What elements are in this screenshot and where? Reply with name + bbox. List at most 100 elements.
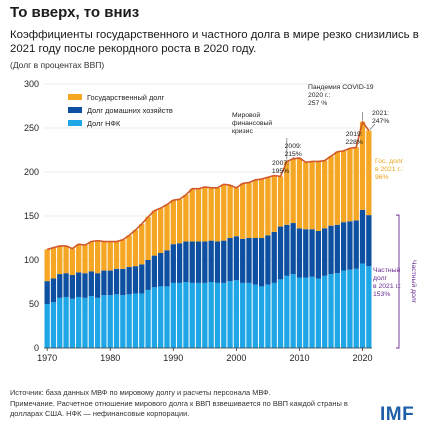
bar-segment	[303, 277, 309, 348]
bar-segment	[214, 241, 221, 283]
bar-segment	[63, 296, 69, 348]
bar-segment	[258, 286, 265, 348]
bar-segment	[76, 244, 82, 273]
bar-segment	[309, 161, 315, 230]
legend-swatch	[68, 107, 82, 113]
bar-segment	[170, 244, 176, 283]
bar-segment	[69, 274, 76, 299]
bar-segment	[347, 148, 353, 222]
bar-segment	[76, 272, 82, 297]
bar-segment	[290, 158, 296, 224]
subtitle: Коэффициенты государственного и частного…	[10, 29, 419, 55]
bar-segment	[315, 278, 322, 348]
total-debt-line	[46, 119, 370, 251]
bar-segment	[195, 188, 202, 242]
x-tick-label: 1980	[100, 353, 120, 363]
bar-segment	[101, 241, 107, 271]
legend: Государственный долг Долг домашних хозяйс…	[68, 93, 173, 128]
bar-segment	[63, 245, 69, 274]
bar-segment	[63, 273, 69, 297]
bar-segment	[145, 260, 151, 290]
bar-segment	[233, 236, 240, 281]
bar-segment	[139, 223, 145, 265]
bar-segment	[82, 245, 88, 274]
bar-segment	[170, 282, 176, 348]
bar-segment	[296, 228, 303, 278]
y-tick-label: 200	[24, 167, 39, 177]
bar-segment	[233, 187, 240, 237]
bar-segment	[101, 295, 107, 348]
annotation-2009: 2009: 215%	[284, 143, 301, 158]
bar-segment	[221, 240, 227, 283]
bar-segment	[208, 187, 214, 241]
bar-segment	[227, 185, 233, 238]
bar-segment	[94, 240, 101, 274]
methodology-note: Примечание. Расчетное отношение мирового…	[10, 398, 348, 419]
bar-segment	[164, 250, 170, 287]
bar-segment	[328, 156, 334, 226]
bar-segment	[202, 186, 208, 242]
legend-label: Долг НФК	[87, 119, 121, 128]
bar-segment	[113, 241, 120, 269]
bar-segment	[164, 286, 170, 348]
x-tick-label: 2010	[289, 353, 309, 363]
bar-segment	[94, 297, 101, 348]
source-note: Источник: база данных МВФ по мировому до…	[10, 388, 271, 397]
bar-segment	[189, 188, 195, 242]
bar-segment	[353, 268, 359, 348]
bar-segment	[214, 282, 221, 348]
bar-segment	[50, 302, 57, 348]
x-tick-label: 1970	[37, 353, 57, 363]
bar-segment	[44, 281, 50, 304]
bar-segment	[366, 215, 372, 267]
bar-segment	[195, 282, 202, 348]
imf-logo: IMF	[380, 404, 415, 425]
bar-segment	[195, 241, 202, 283]
y-tick-label: 0	[34, 343, 39, 353]
bar-segment	[202, 241, 208, 283]
bar-segment	[183, 282, 189, 348]
total-debt-line-path	[46, 119, 370, 251]
bars	[44, 121, 372, 348]
bar-segment	[271, 175, 277, 232]
legend-label: Долг домашних хозяйств	[87, 106, 173, 115]
bar-segment	[271, 282, 277, 348]
x-tick-label: 2000	[226, 353, 246, 363]
bar-segment	[366, 266, 372, 348]
bar-segment	[258, 179, 265, 238]
headline: То вверх, то вниз	[10, 4, 140, 21]
x-tick-label: 2020	[353, 353, 373, 363]
bar-segment	[366, 130, 372, 216]
bar-segment	[322, 275, 328, 348]
bar-segment	[359, 209, 366, 264]
bar-segment	[208, 240, 214, 282]
bar-segment	[176, 243, 183, 283]
bar-segment	[107, 270, 113, 296]
bar-segment	[214, 187, 221, 242]
bar-segment	[82, 297, 88, 348]
debt-chart: 0 50 100 150 200 250 300 1970 1980 1990 2000 2010 2…	[24, 79, 418, 363]
bar-segment	[139, 264, 145, 294]
x-axis: 1970 1980 1990 2000 2010 2020	[37, 347, 373, 363]
bar-segment	[277, 176, 284, 227]
bar-segment	[284, 224, 290, 276]
bar-segment	[303, 229, 309, 278]
bar-segment	[151, 255, 158, 288]
bar-segment	[57, 274, 63, 298]
bar-segment	[328, 274, 334, 348]
bar-segment	[44, 249, 50, 282]
bar-segment	[44, 304, 50, 348]
annotation-2019: 2019: 228%	[346, 131, 363, 146]
bar-segment	[322, 160, 328, 229]
bar-segment	[208, 282, 214, 348]
legend-swatch	[68, 94, 82, 100]
bar-segment	[183, 194, 189, 242]
bar-segment	[132, 266, 139, 294]
bar-segment	[233, 280, 240, 348]
bar-segment	[158, 252, 164, 287]
bar-segment	[145, 216, 151, 260]
legend-label: Государственный долг	[87, 93, 165, 102]
bar-segment	[151, 210, 158, 256]
bar-segment	[328, 225, 334, 275]
bar-segment	[82, 273, 88, 298]
